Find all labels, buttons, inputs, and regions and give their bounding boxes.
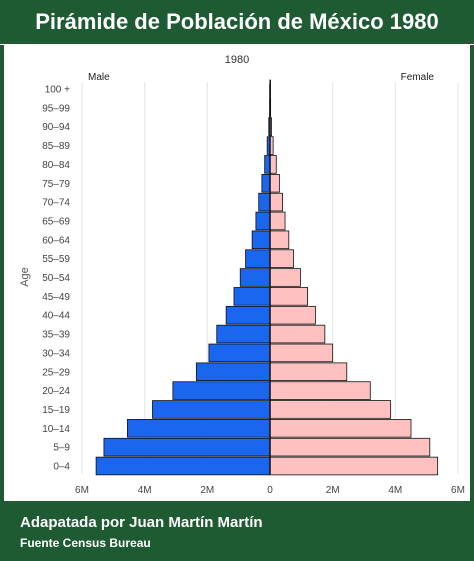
male-bar — [95, 456, 271, 476]
age-group-label: 85–89 — [42, 141, 70, 152]
female-bar — [269, 192, 283, 212]
male-bar — [216, 324, 271, 344]
female-bar — [269, 173, 280, 193]
age-group-label: 60–64 — [42, 235, 70, 246]
x-tick-label: 2M — [200, 485, 214, 496]
y-axis-label: Age — [19, 267, 31, 287]
labels: 1980 Male Female Age 6M 4M 2M 0 2M 4M 6M 0–4 5–9… — [19, 54, 465, 496]
gridlines — [81, 82, 459, 474]
age-group-label: 80–84 — [42, 160, 70, 171]
female-bar — [269, 305, 316, 325]
male-bar — [208, 343, 271, 363]
bars — [95, 79, 439, 476]
female-bar — [269, 287, 308, 306]
female-label: Female — [401, 72, 435, 83]
female-bar — [269, 268, 301, 287]
female-bar — [269, 230, 290, 250]
x-tick-label: 4M — [138, 485, 152, 496]
age-group-label: 40–44 — [42, 311, 70, 322]
population-pyramid-chart: 1980 Male Female Age 6M 4M 2M 0 2M 4M 6M 0–4 5–9… — [19, 54, 465, 496]
chart-title: 1980 — [225, 54, 249, 66]
male-bar — [239, 268, 271, 287]
age-group-label: 35–39 — [42, 330, 70, 341]
female-bar — [269, 324, 326, 344]
female-bar — [269, 343, 334, 363]
male-bar — [103, 437, 271, 457]
x-tick-label: 4M — [388, 485, 402, 496]
female-bar — [269, 381, 371, 400]
age-group-label: 5–9 — [53, 443, 70, 454]
age-group-label: 20–24 — [42, 386, 70, 397]
x-tick-label: 2M — [326, 485, 340, 496]
female-bar — [269, 211, 286, 231]
age-group-label: 45–49 — [42, 292, 70, 303]
female-bar — [269, 400, 392, 419]
female-bar — [269, 249, 294, 268]
x-tick-label: 6M — [75, 485, 89, 496]
male-bar — [261, 173, 271, 193]
male-bar — [127, 419, 271, 438]
age-group-label: 30–34 — [42, 348, 70, 359]
age-group-label: 70–74 — [42, 198, 70, 209]
footer-author: Adapatada por Juan Martín Martín — [20, 514, 263, 531]
footer-source: Fuente Census Bureau — [20, 536, 151, 550]
female-bar — [269, 155, 277, 174]
title-bar: Pirámide de Población de México 1980 — [0, 0, 474, 45]
age-group-label: 65–69 — [42, 216, 70, 227]
male-bar — [195, 362, 271, 382]
female-bar — [269, 419, 412, 438]
age-group-label: 15–19 — [42, 405, 70, 416]
age-group-label: 75–79 — [42, 179, 70, 190]
age-group-label: 55–59 — [42, 254, 70, 265]
female-bar — [269, 456, 439, 476]
male-bar — [264, 155, 271, 174]
male-bar — [251, 230, 271, 250]
male-bar — [255, 211, 271, 231]
x-tick-label: 6M — [451, 485, 465, 496]
age-group-label: 25–29 — [42, 367, 70, 378]
x-tick-label: 0 — [267, 485, 273, 496]
male-bar — [172, 381, 271, 400]
page-title: Pirámide de Población de México 1980 — [35, 9, 439, 34]
male-bar — [225, 305, 271, 325]
male-bar — [258, 192, 271, 212]
age-group-label: 10–14 — [42, 424, 70, 435]
chart-panel: 1980 Male Female Age 6M 4M 2M 0 2M 4M 6M 0–4 5–9… — [4, 44, 470, 501]
male-bar — [233, 287, 271, 306]
male-label: Male — [88, 72, 110, 83]
male-bar — [152, 400, 271, 419]
age-group-label: 100 + — [45, 85, 70, 96]
female-bar — [269, 362, 348, 382]
footer: Adapatada por Juan Martín Martín Fuente … — [20, 514, 263, 550]
age-group-label: 50–54 — [42, 273, 70, 284]
male-bar — [245, 249, 271, 268]
age-group-label: 95–99 — [42, 103, 70, 114]
female-bar — [269, 437, 431, 457]
age-group-label: 90–94 — [42, 122, 70, 133]
age-group-label: 0–4 — [53, 462, 70, 473]
